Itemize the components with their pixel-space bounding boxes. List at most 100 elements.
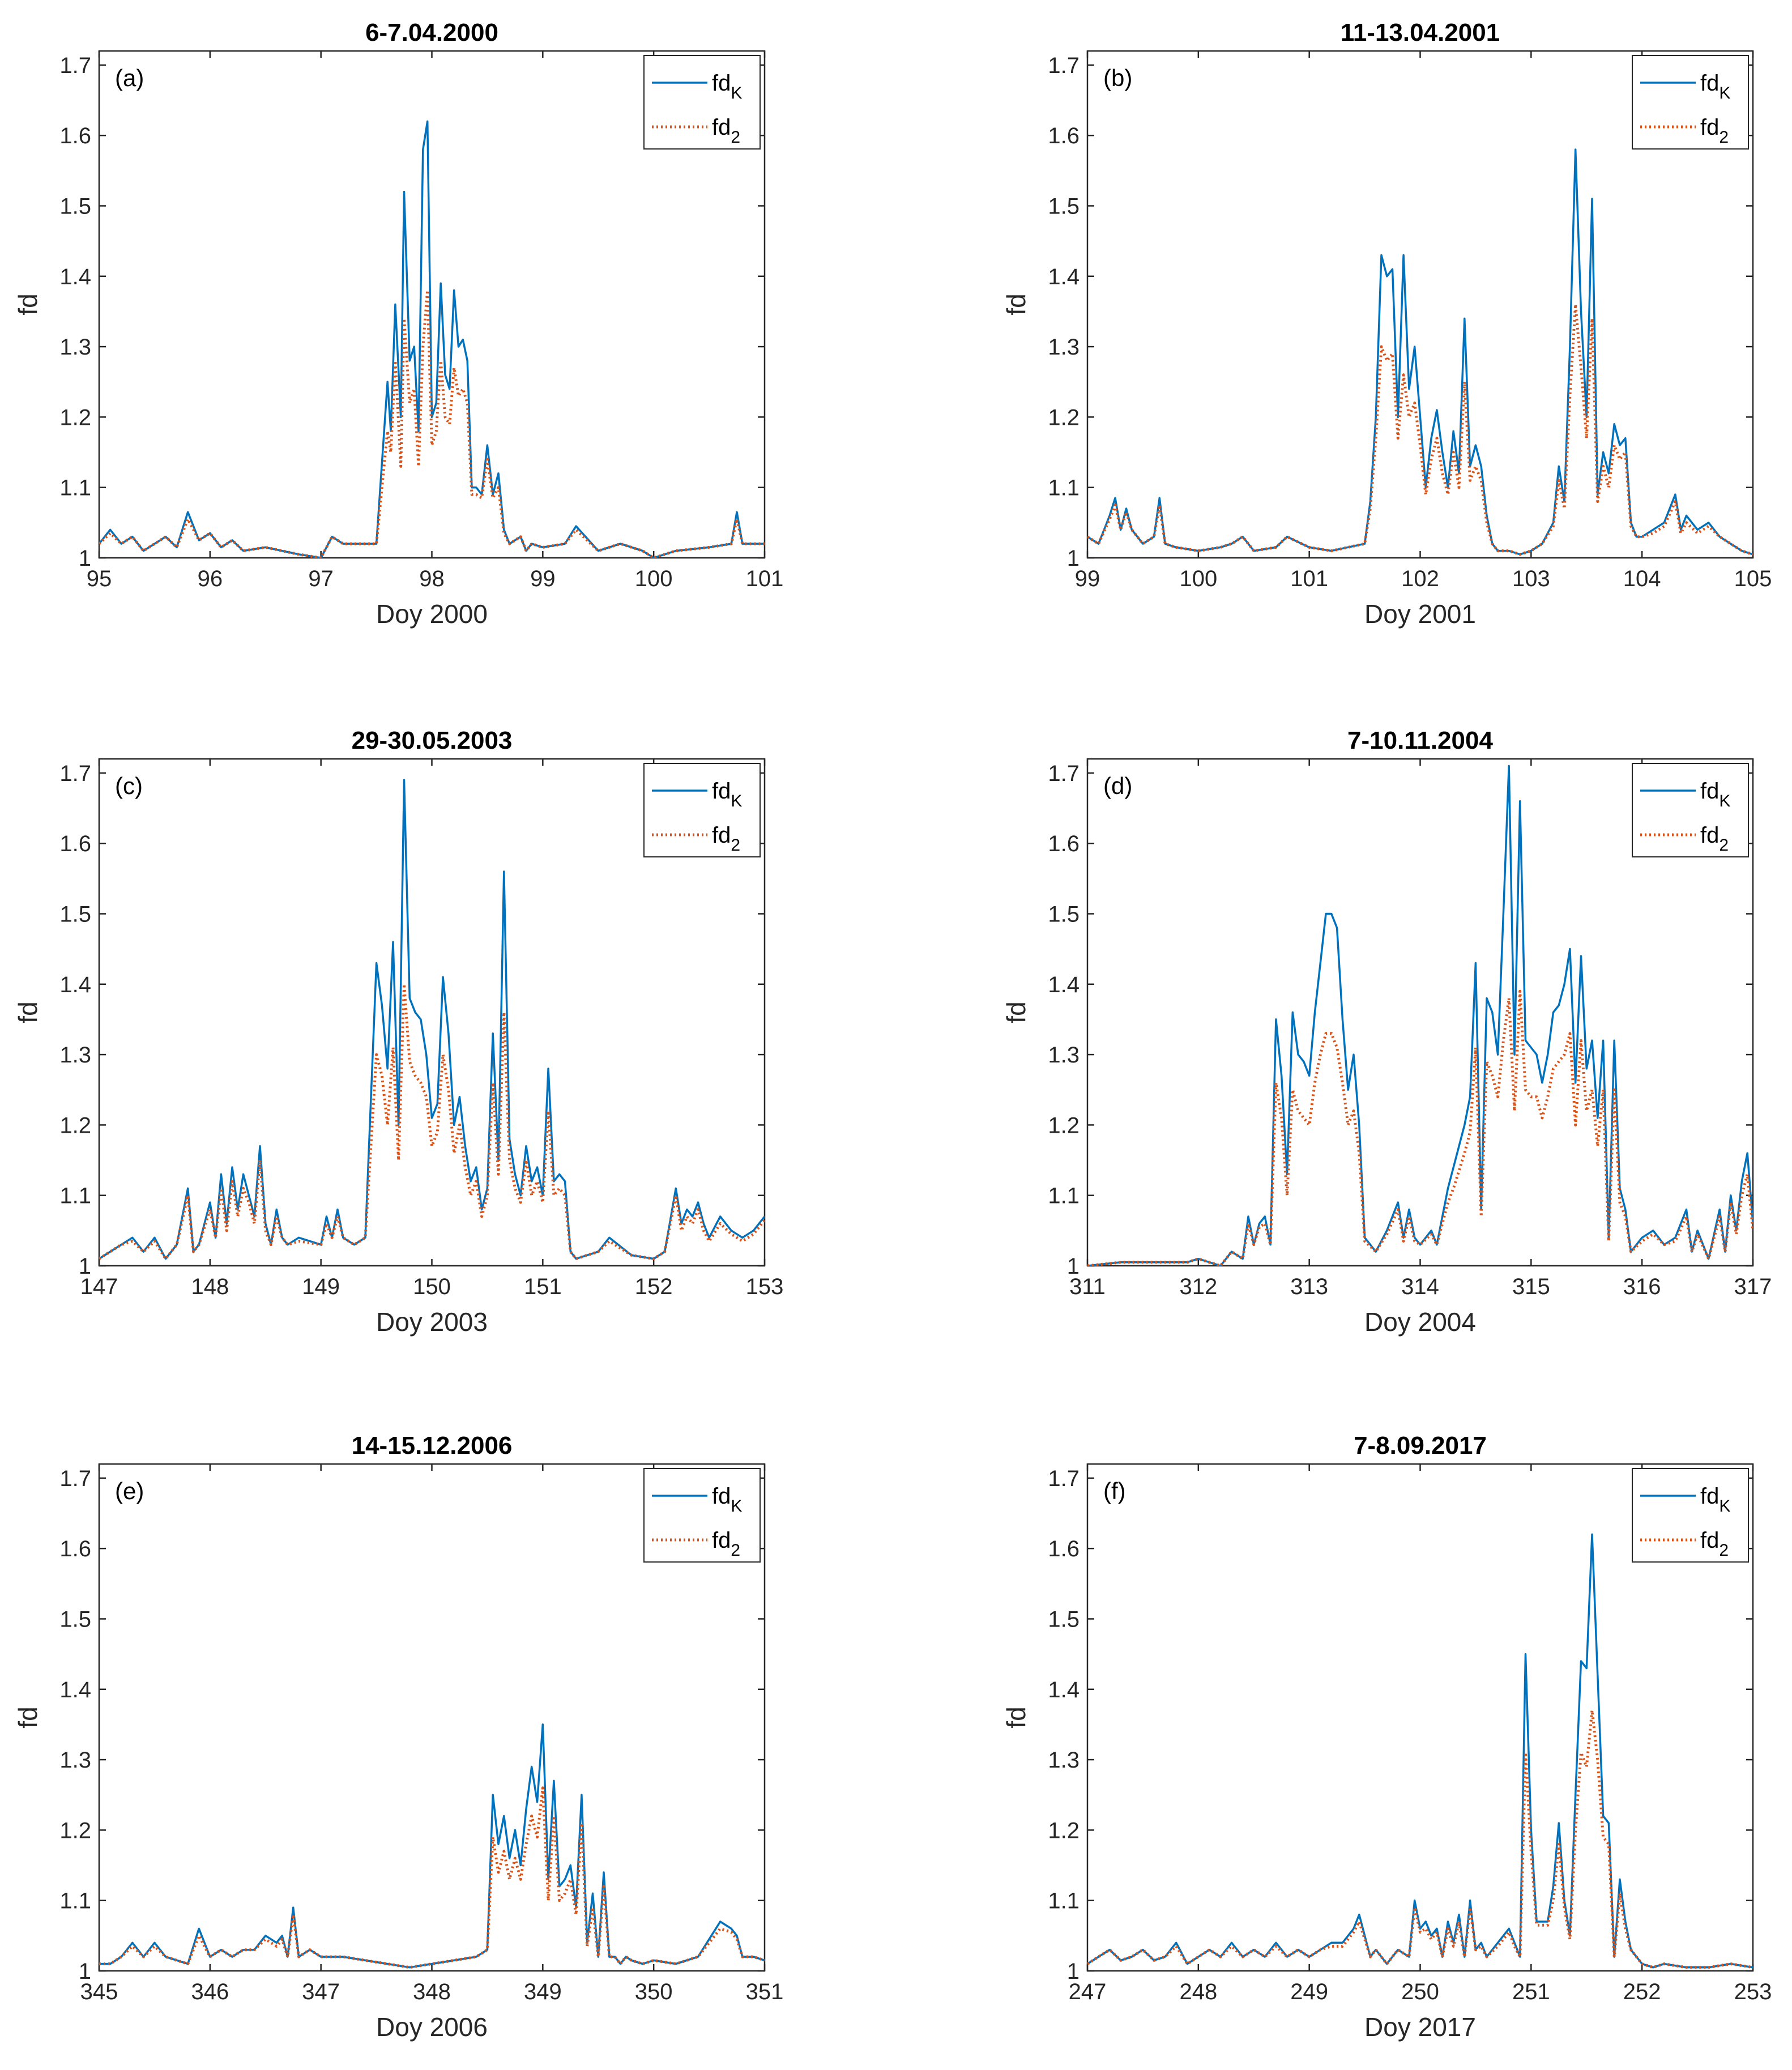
- series-line-fd2: [1087, 303, 1753, 556]
- y-tick-label: 1.6: [59, 831, 91, 856]
- x-tick-label: 351: [746, 1979, 784, 2004]
- x-axis-label: Doy 2017: [1364, 2012, 1476, 2042]
- x-tick-label: 317: [1734, 1274, 1772, 1299]
- panel-tag: (f): [1103, 1478, 1126, 1504]
- x-tick-label: 148: [191, 1274, 229, 1299]
- legend-label-subscript: K: [731, 84, 742, 103]
- x-tick-label: 315: [1512, 1274, 1550, 1299]
- x-axis-label: Doy 2003: [376, 1307, 488, 1337]
- y-tick-label: 1.4: [59, 264, 91, 289]
- legend-label-main: fd: [1700, 779, 1719, 804]
- y-tick-label: 1: [1067, 1254, 1080, 1279]
- x-tick-label: 99: [530, 566, 556, 591]
- y-tick-label: 1.5: [59, 1607, 91, 1632]
- chart-title: 7-10.11.2004: [1347, 727, 1493, 754]
- x-tick-label: 152: [635, 1274, 673, 1299]
- x-tick-label: 253: [1734, 1979, 1772, 2004]
- legend: fdK fd2: [1632, 55, 1749, 150]
- y-tick-label: 1.1: [1048, 1889, 1080, 1914]
- chart-title: 14-15.12.2006: [352, 1432, 513, 1459]
- x-tick-label: 313: [1290, 1274, 1328, 1299]
- x-tick-label: 150: [413, 1274, 451, 1299]
- legend-box: [1632, 1468, 1749, 1563]
- x-tick-label: 349: [524, 1979, 562, 2004]
- legend-label-fd2: fd2: [712, 115, 740, 147]
- y-tick-label: 1.1: [1048, 1184, 1080, 1209]
- y-axis-label: fd: [1001, 1706, 1031, 1728]
- legend-label-fdK: fdK: [1700, 1484, 1730, 1516]
- x-tick-label: 149: [302, 1274, 340, 1299]
- y-tick-label: 1.5: [1048, 194, 1080, 219]
- y-tick-label: 1.3: [59, 1748, 91, 1773]
- x-tick-label: 252: [1623, 1979, 1661, 2004]
- legend-label-fdK: fdK: [712, 71, 742, 103]
- y-axis-label: fd: [1001, 1001, 1031, 1023]
- y-tick-label: 1.3: [59, 335, 91, 360]
- x-axis-label: Doy 2001: [1364, 599, 1476, 629]
- y-axis-label: fd: [13, 1706, 42, 1728]
- chart-title: 11-13.04.2001: [1341, 19, 1500, 46]
- chart-panel-f: 7-8.09.2017 247 248 249 250 251 252 253 1 1.1 1.2 1…: [1001, 1432, 1772, 2042]
- chart-title: 29-30.05.2003: [352, 727, 513, 754]
- legend-label-main: fd: [712, 1528, 731, 1553]
- y-tick-label: 1.3: [1048, 1748, 1080, 1773]
- legend-label-main: fd: [712, 823, 731, 848]
- panel-tag: (d): [1103, 772, 1132, 799]
- legend-label-subscript: K: [731, 1497, 742, 1516]
- chart-panel-d: 7-10.11.2004 311 312 313 314 315 316 317 1 1.1 1.2…: [1001, 727, 1772, 1337]
- legend-label-fd2: fd2: [1700, 115, 1729, 147]
- y-tick-label: 1.7: [59, 761, 91, 786]
- y-tick-label: 1.4: [1048, 264, 1080, 289]
- legend-label-fd2: fd2: [1700, 823, 1729, 855]
- y-tick-label: 1.4: [1048, 1678, 1080, 1702]
- y-tick-label: 1: [1067, 546, 1080, 571]
- x-tick-label: 97: [308, 566, 334, 591]
- y-tick-label: 1.5: [1048, 1607, 1080, 1632]
- y-axis-label: fd: [13, 1001, 42, 1023]
- x-tick-label: 249: [1290, 1979, 1328, 2004]
- x-tick-label: 314: [1401, 1274, 1439, 1299]
- y-tick-label: 1.2: [59, 1113, 91, 1138]
- y-tick-label: 1.7: [1048, 1466, 1080, 1491]
- x-tick-label: 101: [746, 566, 784, 591]
- chart-panel-e: 14-15.12.2006 345 346 347 348 349 350 351 1 1.1 1.…: [13, 1432, 783, 2042]
- legend-box: [643, 763, 761, 857]
- x-tick-label: 311: [1069, 1274, 1106, 1299]
- legend-label-fd2: fd2: [712, 823, 740, 855]
- series-line-fd2: [99, 1786, 765, 1969]
- y-tick-label: 1.3: [1048, 335, 1080, 360]
- y-tick-label: 1: [79, 1959, 91, 1984]
- x-tick-label: 151: [524, 1274, 562, 1299]
- legend-label-subscript: K: [731, 792, 742, 810]
- legend-label-main: fd: [1700, 823, 1719, 848]
- x-tick-label: 104: [1623, 566, 1661, 591]
- y-tick-label: 1.2: [1048, 405, 1080, 430]
- x-tick-label: 100: [1179, 566, 1217, 591]
- series-line-fdK: [99, 779, 765, 1260]
- x-tick-label: 153: [746, 1274, 784, 1299]
- x-tick-label: 95: [87, 566, 112, 591]
- y-tick-label: 1.7: [1048, 761, 1080, 786]
- y-tick-label: 1.6: [59, 1537, 91, 1561]
- series-line-fdK: [1087, 1533, 1753, 1969]
- y-tick-label: 1.2: [1048, 1113, 1080, 1138]
- x-tick-label: 345: [80, 1979, 118, 2004]
- panel-tag: (c): [115, 772, 143, 799]
- x-tick-label: 96: [198, 566, 223, 591]
- y-tick-label: 1.6: [59, 123, 91, 148]
- x-tick-label: 316: [1623, 1274, 1661, 1299]
- chart-title: 6-7.04.2000: [365, 19, 498, 46]
- x-tick-label: 347: [302, 1979, 340, 2004]
- y-tick-label: 1: [79, 546, 91, 571]
- legend-label-fdK: fdK: [1700, 71, 1730, 103]
- legend-label-subscript: 2: [731, 128, 740, 147]
- x-tick-label: 250: [1401, 1979, 1439, 2004]
- legend-label-main: fd: [712, 115, 731, 140]
- y-tick-label: 1.1: [59, 476, 91, 501]
- x-tick-label: 348: [413, 1979, 451, 2004]
- y-tick-label: 1.7: [59, 1466, 91, 1491]
